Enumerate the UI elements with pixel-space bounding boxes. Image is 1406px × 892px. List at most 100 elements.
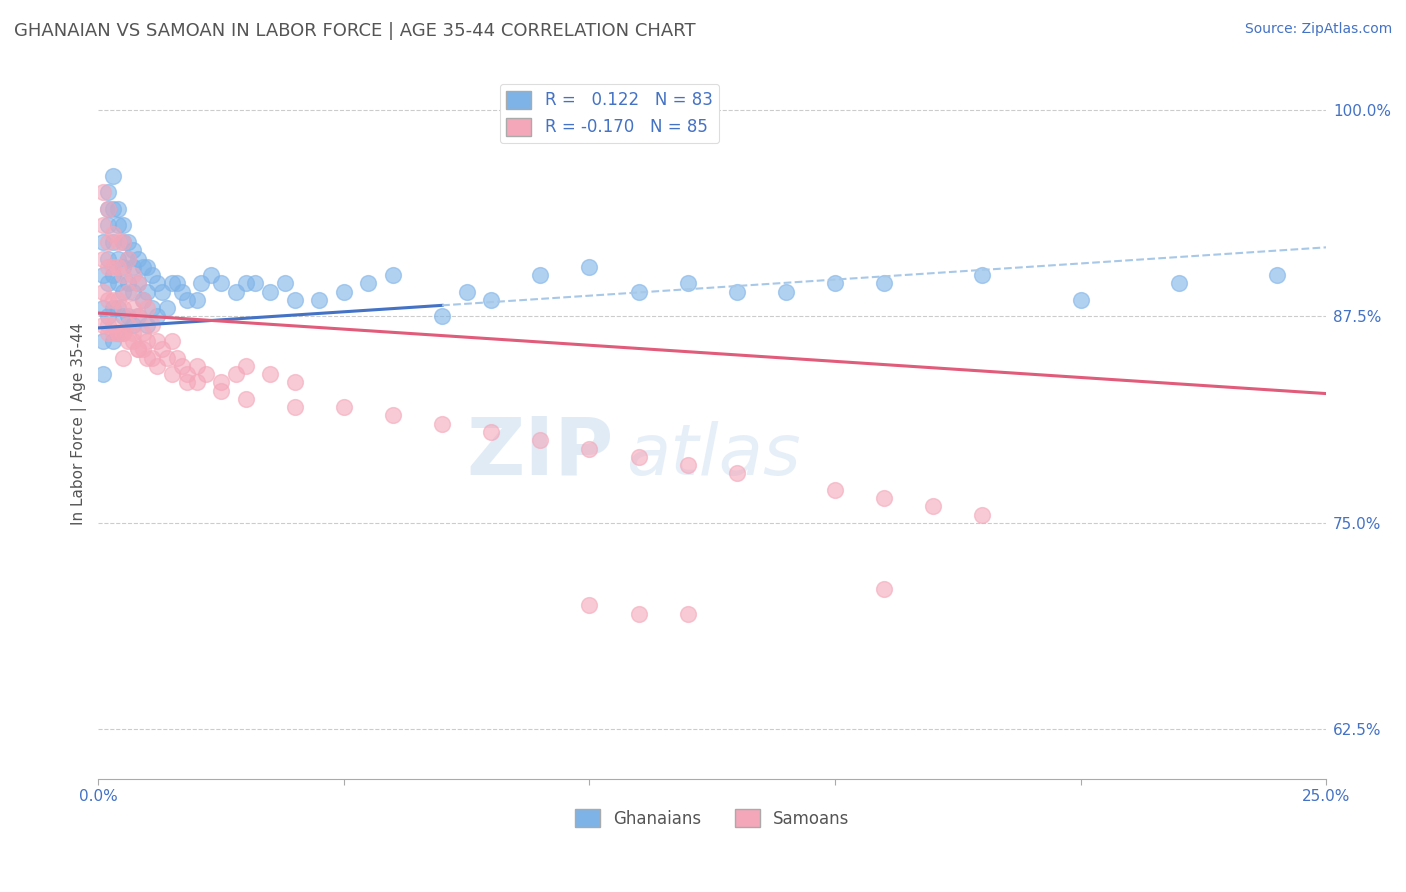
Point (121, 285, 143, 299)
Point (873, 277, 896, 291)
Point (259, 367, 281, 381)
Point (97, 326, 120, 340)
Point (131, 326, 153, 340)
Point (117, 252, 139, 266)
Point (117, 318, 139, 332)
Point (107, 301, 129, 315)
Point (111, 219, 134, 233)
Point (308, 293, 330, 307)
Point (117, 235, 139, 249)
Point (186, 359, 208, 373)
Point (97, 318, 120, 332)
Point (873, 491, 896, 505)
Point (186, 293, 208, 307)
Point (101, 235, 124, 249)
Point (111, 235, 134, 249)
Point (430, 417, 453, 431)
Point (284, 376, 307, 390)
Point (101, 301, 124, 315)
Point (131, 260, 153, 274)
Point (274, 277, 297, 291)
Point (235, 392, 257, 406)
Point (627, 607, 650, 621)
Point (190, 277, 212, 291)
Point (209, 384, 232, 398)
Point (141, 268, 163, 282)
Point (107, 235, 129, 249)
Point (529, 268, 551, 282)
Point (141, 351, 163, 365)
Point (101, 334, 124, 348)
Point (146, 359, 169, 373)
Point (259, 285, 281, 299)
Point (150, 285, 173, 299)
Point (141, 318, 163, 332)
Point (479, 425, 502, 439)
Point (456, 285, 478, 299)
Point (91, 268, 114, 282)
Point (176, 376, 198, 390)
Point (127, 277, 149, 291)
Point (166, 277, 188, 291)
Point (101, 318, 124, 332)
Point (676, 607, 699, 621)
Point (127, 252, 149, 266)
Point (111, 310, 134, 324)
Point (111, 268, 134, 282)
Text: GHANAIAN VS SAMOAN IN LABOR FORCE | AGE 35-44 CORRELATION CHART: GHANAIAN VS SAMOAN IN LABOR FORCE | AGE … (14, 22, 696, 40)
Text: ZIP: ZIP (467, 413, 614, 491)
Point (97, 202, 120, 216)
Point (235, 277, 257, 291)
Point (209, 277, 232, 291)
Legend: Ghanaians, Samoans: Ghanaians, Samoans (568, 803, 856, 835)
Point (107, 326, 129, 340)
Point (676, 458, 699, 472)
Point (357, 277, 380, 291)
Point (627, 285, 650, 299)
Point (824, 483, 846, 497)
Point (176, 367, 198, 381)
Point (284, 293, 307, 307)
Point (972, 508, 994, 522)
Point (186, 376, 208, 390)
Point (136, 318, 159, 332)
Point (1070, 293, 1092, 307)
Point (111, 326, 134, 340)
Point (225, 285, 247, 299)
Point (117, 310, 139, 324)
Point (578, 260, 600, 274)
Y-axis label: In Labor Force | Age 35-44: In Labor Force | Age 35-44 (72, 323, 87, 524)
Point (91, 334, 114, 348)
Point (156, 351, 179, 365)
Point (107, 293, 129, 307)
Point (107, 326, 129, 340)
Point (160, 277, 183, 291)
Point (117, 334, 139, 348)
Point (150, 343, 173, 357)
Point (136, 260, 159, 274)
Point (127, 343, 149, 357)
Point (111, 235, 134, 249)
Point (170, 285, 193, 299)
Point (160, 367, 183, 381)
Point (166, 351, 188, 365)
Point (382, 268, 405, 282)
Point (107, 260, 129, 274)
Point (382, 409, 405, 423)
Point (97, 293, 120, 307)
Point (91, 186, 114, 200)
Point (578, 442, 600, 456)
Point (107, 202, 129, 216)
Point (676, 277, 699, 291)
Point (176, 293, 198, 307)
Point (91, 285, 114, 299)
Point (245, 277, 267, 291)
Point (235, 359, 257, 373)
Point (117, 277, 139, 291)
Point (101, 293, 124, 307)
Point (146, 310, 169, 324)
Point (97, 310, 120, 324)
Point (111, 351, 134, 365)
Point (627, 450, 650, 464)
Point (225, 367, 247, 381)
